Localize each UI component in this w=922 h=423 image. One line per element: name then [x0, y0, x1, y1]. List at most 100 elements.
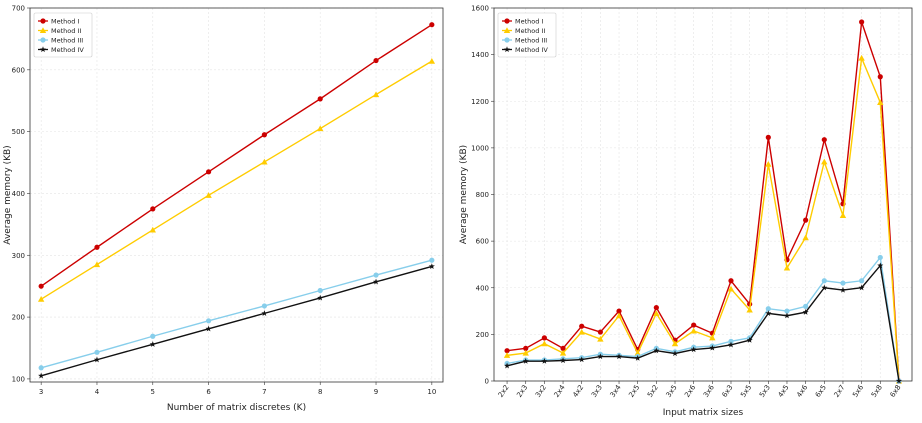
legend-label: Method I [51, 17, 79, 25]
legend-label: Method III [51, 36, 83, 44]
x-tick-label: 5x8 [870, 384, 884, 399]
data-point-method-iii [859, 278, 865, 284]
data-point-method-iii [765, 306, 771, 312]
series-line-method-i [506, 21, 900, 382]
legend-marker [504, 37, 510, 43]
data-point-method-i [803, 217, 809, 223]
x-tick-label: 4 [95, 388, 100, 396]
data-point-method-i [616, 308, 622, 314]
x-tick-label: 2x3 [515, 384, 529, 399]
y-tick-label: 600 [12, 66, 25, 74]
data-point-method-iv [560, 357, 567, 364]
x-tick-label: 4x6 [795, 383, 809, 399]
plot-frame [29, 7, 444, 383]
legend-marker [40, 37, 46, 43]
x-tick-label: 7 [262, 388, 266, 396]
data-point-method-iv [261, 310, 268, 316]
x-tick-label: 6x5 [814, 384, 828, 399]
data-point-method-ii [149, 226, 156, 233]
y-tick-label: 1400 [471, 51, 489, 59]
data-point-method-i [317, 96, 323, 102]
data-point-method-ii [709, 334, 716, 341]
series-line-method-iv [40, 265, 433, 377]
data-point-method-iv [615, 353, 623, 360]
x-tick-label: 5x3 [758, 384, 772, 399]
data-point-method-ii [653, 310, 660, 316]
x-tick-label: 5x2 [646, 384, 660, 399]
data-point-method-i [523, 345, 529, 351]
series-line-method-iv [506, 263, 900, 382]
data-point-method-ii [746, 306, 753, 313]
data-point-method-iv [653, 347, 660, 354]
data-point-method-iv [541, 357, 548, 364]
x-tick-label: 10 [427, 388, 436, 396]
legend-label: Method III [515, 36, 547, 44]
data-point-method-iv [858, 284, 865, 291]
data-point-method-i [38, 283, 44, 289]
data-point-method-ii [317, 125, 324, 132]
x-tick-label: 4x5 [777, 384, 791, 399]
data-point-method-ii [503, 352, 511, 358]
data-point-method-iv [205, 325, 212, 332]
data-point-method-iv [578, 356, 585, 363]
x-tick-label: 3x4 [609, 383, 623, 399]
x-tick-label: 2x4 [553, 383, 567, 399]
data-point-method-i [94, 244, 100, 250]
data-point-method-ii [671, 340, 679, 347]
data-point-method-ii [522, 349, 529, 356]
data-point-method-iv [597, 353, 604, 360]
x-tick-label: 6x3 [721, 384, 735, 399]
data-point-method-i [373, 57, 379, 64]
data-point-method-ii [634, 349, 641, 356]
data-point-method-i [205, 169, 212, 175]
x-tick-label: 3x6 [702, 383, 716, 399]
chart-2: 0 200 400 600 800 1000 1200 1400 1600 2x2 2x3 3x2 2x… [459, 5, 913, 418]
data-point-method-ii [802, 234, 809, 241]
data-point-method-iv [522, 357, 529, 364]
data-point-method-ii [597, 335, 604, 342]
series-line-method-ii [506, 55, 900, 382]
data-point-method-iv [38, 372, 45, 379]
data-point-method-iv [839, 286, 846, 293]
data-point-method-i [261, 132, 268, 138]
data-point-method-ii [93, 261, 101, 268]
chart-1: 100 200 300 400 500 600 700 3 4 5 6 7 8 9 10 Number of … [3, 5, 444, 413]
y-tick-label: 1600 [471, 5, 489, 13]
x-tick-label: 2x6 [683, 383, 697, 399]
data-point-method-iv [671, 350, 679, 357]
data-point-method-iii [877, 254, 883, 261]
y-tick-label: 700 [12, 5, 25, 13]
data-point-method-ii [615, 312, 623, 319]
data-point-method-iii [38, 365, 44, 371]
data-point-method-ii [428, 57, 436, 64]
y-axis-label: Average memory (KB) [459, 145, 469, 244]
x-tick-label: 3 [39, 388, 43, 396]
legend-label: Method IV [515, 46, 548, 54]
data-point-method-iv [634, 354, 641, 361]
data-point-method-i [691, 322, 697, 328]
y-tick-label: 200 [12, 314, 25, 322]
data-point-method-i [877, 74, 883, 80]
y-axis-label: Average memory (KB) [3, 145, 13, 244]
legend-marker [39, 27, 47, 34]
data-point-method-iii [261, 303, 268, 309]
legend-label: Method IV [51, 46, 84, 54]
data-point-method-ii [541, 340, 548, 347]
data-point-method-iv [504, 362, 511, 369]
data-point-method-iii [728, 338, 734, 344]
data-point-method-iii [840, 280, 846, 286]
y-tick-label: 500 [12, 128, 25, 136]
data-point-method-ii [578, 328, 585, 335]
legend-marker [39, 46, 47, 53]
data-point-method-iv [317, 294, 324, 301]
data-point-method-i [728, 278, 734, 284]
data-point-method-iii [784, 308, 790, 314]
x-tick-label: 5x5 [739, 384, 753, 399]
data-point-method-ii [783, 264, 791, 271]
x-axis-label: Input matrix sizes [663, 408, 744, 418]
legend-label: Method II [51, 27, 81, 35]
data-point-method-i [150, 206, 156, 212]
y-tick-label: 0 [485, 378, 489, 386]
data-point-method-ii [839, 212, 847, 219]
y-tick-label: 300 [12, 252, 25, 260]
